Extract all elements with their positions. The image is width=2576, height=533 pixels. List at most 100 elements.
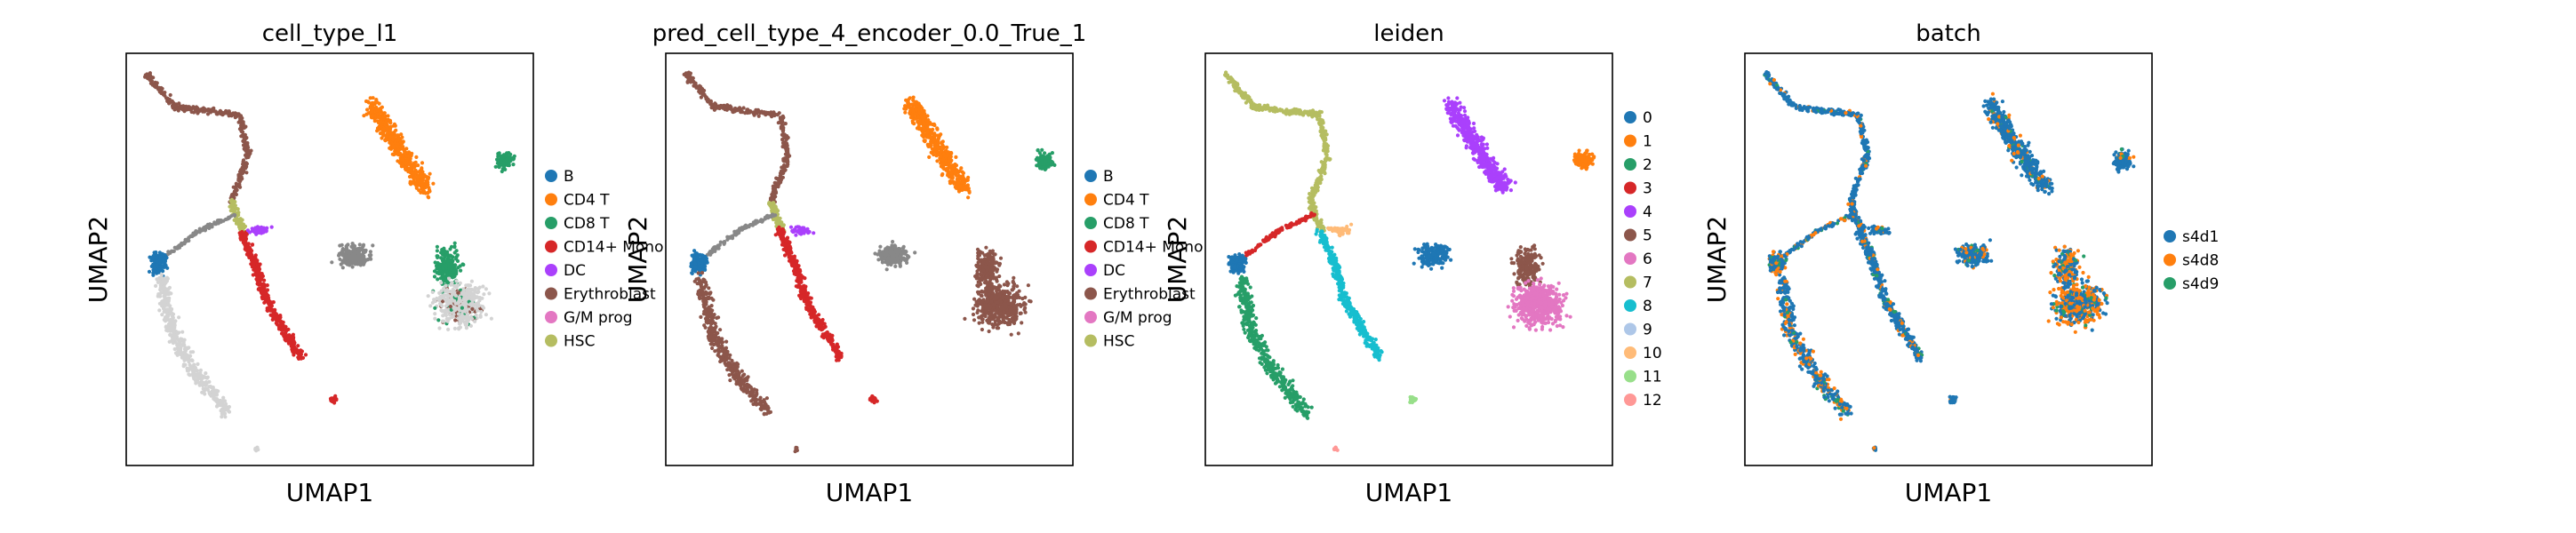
cell-point <box>716 348 720 353</box>
cell-point <box>740 109 744 114</box>
cell-point <box>177 315 181 320</box>
cell-point <box>161 260 165 265</box>
cell-point <box>245 228 250 233</box>
cell-point <box>428 304 433 308</box>
cell-point <box>192 106 196 110</box>
cell-point <box>358 253 364 259</box>
cell-point <box>164 303 168 307</box>
cell-point <box>242 226 246 230</box>
cell-point <box>754 393 758 397</box>
cell-point <box>724 355 730 360</box>
cell-point <box>780 145 785 149</box>
cell-point <box>511 163 516 167</box>
cell-point <box>237 231 242 235</box>
cell-point <box>762 412 766 417</box>
cell-point <box>922 135 926 139</box>
cell-point <box>281 320 285 324</box>
cell-point <box>400 157 404 162</box>
cell-point <box>353 255 357 259</box>
cell-point <box>386 138 390 142</box>
cell-point <box>164 299 168 304</box>
cell-point <box>401 145 405 149</box>
cell-point <box>433 299 437 304</box>
cell-point <box>182 338 187 342</box>
legend-label: G/M prog <box>564 309 633 327</box>
cell-point <box>762 398 766 402</box>
cell-point <box>783 246 788 251</box>
cell-point <box>798 290 804 294</box>
cell-point <box>484 313 489 317</box>
cell-point <box>332 398 336 402</box>
cell-point <box>713 104 717 108</box>
cell-point <box>184 104 188 108</box>
cell-point <box>439 281 444 285</box>
cell-point <box>379 123 383 127</box>
cell-point <box>791 229 796 234</box>
cell-point <box>241 167 245 171</box>
cell-point <box>713 322 717 326</box>
cell-point <box>171 315 175 320</box>
cell-point <box>180 330 185 334</box>
cell-point <box>749 390 754 394</box>
cell-point <box>360 259 364 264</box>
legend-label: B <box>564 168 574 186</box>
cell-point <box>143 75 148 79</box>
cell-point <box>396 151 401 155</box>
legend-item: G/M prog <box>545 309 633 327</box>
cell-point <box>158 255 163 259</box>
cell-point <box>436 260 440 266</box>
cell-point <box>775 113 780 117</box>
x-axis-label: UMAP1 <box>286 478 374 507</box>
cell-point <box>191 350 196 354</box>
cell-point <box>700 271 705 275</box>
axes-frame <box>125 52 534 466</box>
cell-point <box>183 348 188 354</box>
cell-point <box>433 306 437 310</box>
cell-point <box>169 291 173 296</box>
cell-point <box>164 310 169 314</box>
cell-point <box>815 319 820 323</box>
cell-point <box>696 255 700 259</box>
cell-point <box>385 129 390 133</box>
cell-point <box>221 410 226 415</box>
cell-point <box>716 330 720 336</box>
cell-point <box>457 296 461 300</box>
cell-point <box>452 326 457 330</box>
cell-point <box>177 346 181 351</box>
cell-point <box>444 304 448 308</box>
cell-point <box>693 265 698 269</box>
cell-point <box>724 346 728 351</box>
cell-point <box>337 253 341 258</box>
cell-point <box>470 294 475 298</box>
cell-point <box>377 127 381 131</box>
cell-point <box>442 319 446 323</box>
cell-point <box>149 81 154 86</box>
cell-point <box>489 316 494 321</box>
legend-label: CD8 T <box>564 215 610 233</box>
cell-point <box>809 313 813 317</box>
cell-point <box>442 293 446 298</box>
cell-point <box>776 181 780 186</box>
cell-point <box>467 295 471 299</box>
cell-point <box>221 219 226 223</box>
cell-point <box>432 274 437 279</box>
cell-point <box>162 284 166 289</box>
cell-point <box>196 375 201 379</box>
cell-point <box>779 116 783 121</box>
cell-point <box>218 219 222 223</box>
cell-point <box>180 343 185 347</box>
cell-point <box>171 249 175 253</box>
cell-point <box>764 110 769 115</box>
cell-point <box>265 283 269 288</box>
cell-point <box>220 110 225 115</box>
cell-point <box>220 415 224 419</box>
cell-point <box>730 235 735 239</box>
cell-point <box>741 106 746 110</box>
cell-point <box>338 257 342 261</box>
cell-point <box>170 306 174 312</box>
cell-point <box>396 136 402 140</box>
cell-point <box>244 145 248 149</box>
cell-point <box>171 99 175 104</box>
cell-point <box>283 324 287 329</box>
cell-point <box>230 203 235 207</box>
